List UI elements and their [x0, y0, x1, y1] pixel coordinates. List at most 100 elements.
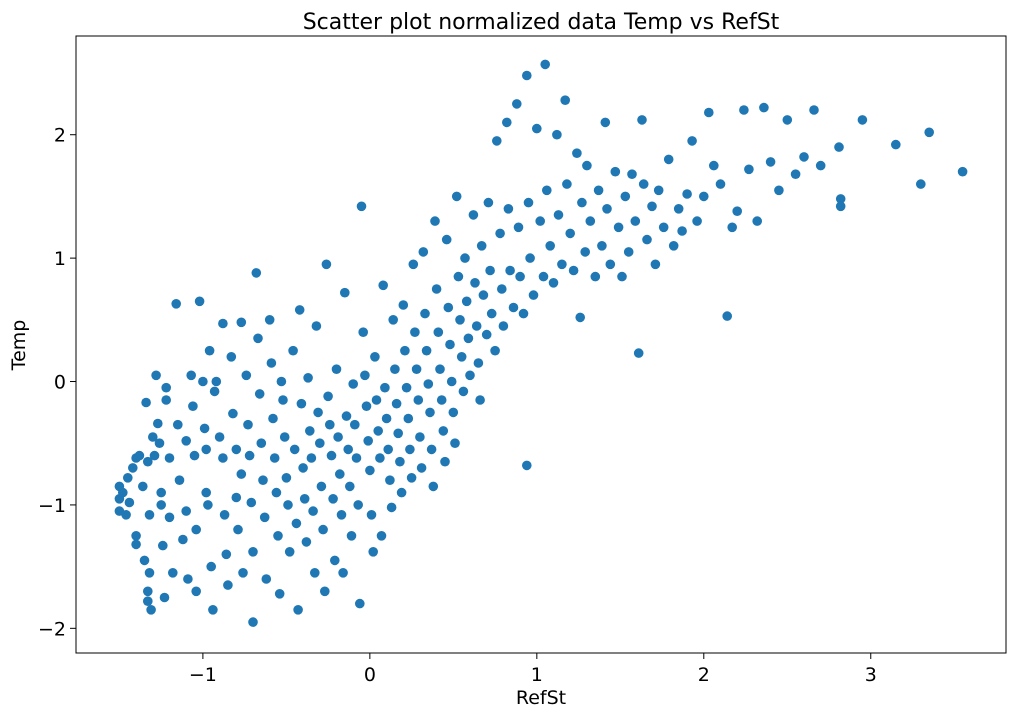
data-point [492, 136, 502, 146]
data-point [709, 160, 719, 171]
data-point [236, 469, 247, 479]
data-point [502, 117, 512, 128]
data-point [325, 419, 335, 430]
data-point [468, 210, 479, 220]
data-point [201, 487, 211, 498]
data-point [620, 191, 631, 202]
data-point [328, 494, 338, 504]
data-point [246, 497, 257, 508]
data-point [653, 185, 664, 196]
data-point [497, 284, 507, 294]
data-point [572, 148, 582, 158]
data-point [330, 555, 340, 566]
data-point [209, 386, 220, 397]
data-point [244, 450, 255, 461]
data-point [208, 605, 218, 615]
y-axis-label: Temp [8, 320, 30, 372]
data-point [203, 500, 213, 510]
data-point [715, 179, 726, 189]
data-point [378, 280, 389, 291]
data-point [261, 574, 272, 584]
data-point [283, 500, 293, 510]
data-point [194, 296, 205, 307]
data-point [315, 438, 325, 449]
data-point [916, 179, 926, 189]
data-point [580, 247, 590, 257]
data-point [585, 216, 596, 226]
data-point [704, 107, 714, 118]
data-point [565, 228, 575, 239]
data-point [692, 216, 702, 226]
data-point [617, 271, 627, 282]
data-point [161, 395, 171, 405]
data-point [294, 305, 305, 315]
data-point [443, 302, 454, 313]
data-point [301, 537, 312, 547]
data-point [368, 547, 379, 557]
data-point [151, 370, 161, 381]
data-point [593, 185, 604, 196]
data-point [590, 271, 601, 282]
x-tick-label: 3 [865, 664, 877, 686]
data-point [406, 473, 417, 483]
data-point [218, 318, 228, 329]
data-point [732, 206, 742, 216]
data-point [310, 568, 320, 578]
data-point [144, 568, 155, 578]
data-point [433, 327, 444, 338]
data-point [744, 164, 754, 175]
data-point [269, 453, 280, 463]
data-point [460, 253, 470, 263]
data-point [313, 407, 323, 418]
data-point [528, 290, 539, 300]
data-point [456, 352, 467, 362]
data-point [490, 345, 500, 356]
data-point [223, 580, 233, 590]
data-point [388, 315, 399, 325]
data-point [508, 302, 519, 313]
data-point [535, 216, 545, 226]
data-point [532, 123, 542, 134]
data-point [512, 99, 522, 109]
data-point [226, 352, 237, 362]
data-point [699, 191, 709, 202]
data-point [323, 391, 333, 402]
data-point [395, 456, 405, 467]
data-point [503, 204, 514, 214]
data-point [415, 432, 425, 442]
data-point [809, 105, 819, 115]
data-point [413, 395, 424, 405]
data-point [485, 265, 495, 276]
data-point [164, 512, 175, 523]
data-point [231, 492, 242, 503]
data-point [345, 481, 355, 492]
data-point [233, 524, 243, 535]
data-point [138, 481, 148, 492]
data-point [545, 241, 555, 251]
data-point [161, 382, 171, 393]
data-point [436, 395, 447, 405]
data-point [401, 382, 412, 393]
data-point [254, 389, 265, 399]
y-tick-label: 1 [54, 248, 66, 270]
data-point [366, 510, 377, 520]
data-point [727, 222, 737, 233]
data-point [481, 329, 492, 340]
data-point [181, 436, 191, 446]
data-point [627, 169, 637, 179]
data-point [562, 179, 572, 189]
data-point [739, 105, 749, 115]
data-point [450, 438, 460, 449]
x-tick-label: 2 [698, 664, 710, 686]
data-point [722, 311, 732, 321]
data-point [663, 154, 674, 165]
data-point [548, 278, 559, 288]
data-point [435, 364, 445, 375]
data-point [243, 419, 253, 430]
data-point [552, 129, 562, 140]
data-point [121, 510, 131, 520]
data-point [131, 531, 141, 541]
data-point [597, 241, 607, 251]
x-tick-label: −1 [189, 664, 217, 686]
